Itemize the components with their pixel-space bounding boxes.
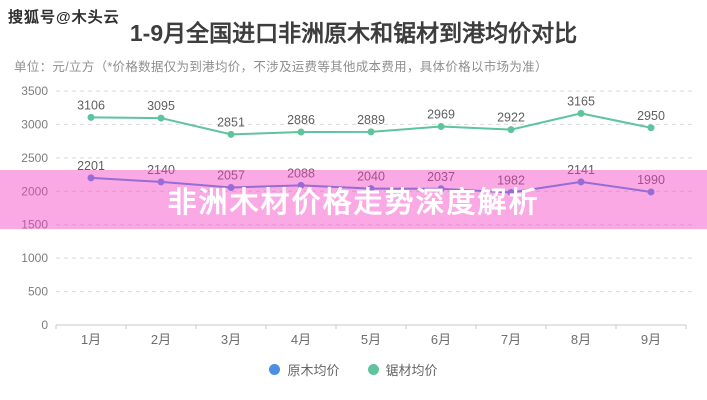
overlay-banner: 非洲木材价格走势深度解析: [0, 170, 707, 229]
data-label: 2201: [77, 159, 105, 173]
chart-canvas: 0 500 1000 1500 2000 2500 3000 3500 1月 2月 3月 4月 5月 6月…: [21, 84, 696, 347]
legend-dot-icon: [367, 364, 379, 375]
data-label: 1990: [637, 173, 665, 187]
data-point: [647, 188, 655, 196]
x-axis-label: 5月: [361, 332, 381, 347]
legend-label: 原木均价: [287, 363, 340, 378]
y-axis-label: 3000: [21, 117, 48, 131]
data-point: [157, 178, 165, 186]
x-axis-label: 6月: [431, 332, 451, 347]
legend-item-锯材均价: 锯材均价: [367, 360, 438, 379]
data-label: 2140: [147, 163, 175, 177]
y-axis-label: 500: [28, 285, 48, 299]
chart-subtitle: 单位：元/立方（*价格数据仅为到港均价，不涉及运费等其他成本费用，具体价格以市场…: [14, 60, 548, 74]
x-axis-label: 7月: [501, 332, 521, 347]
sohu-watermark: 搜狐号@木头云: [8, 9, 120, 26]
x-axis-label: 8月: [571, 332, 591, 347]
data-label: 2950: [637, 109, 665, 123]
y-axis-label: 3500: [21, 84, 48, 98]
data-label: 2969: [427, 108, 455, 122]
legend-item-原木均价: 原木均价: [269, 360, 340, 379]
data-label: 2889: [357, 113, 385, 127]
data-point: [507, 126, 515, 134]
legend-dot-icon: [269, 364, 281, 375]
data-point: [297, 128, 305, 136]
data-point: [437, 185, 445, 193]
overlay-banner-text: 非洲木材价格走势深度解析: [167, 186, 540, 219]
data-point: [367, 185, 375, 193]
chart-legend: 原木均价 锯材均价: [0, 360, 707, 379]
data-label: 2037: [427, 170, 455, 184]
chart-title: 1-9月全国进口非洲原木和锯材到港均价对比: [129, 20, 578, 46]
x-axis-label: 3月: [221, 332, 241, 347]
data-label: 1982: [497, 173, 525, 187]
data-point: [367, 128, 375, 136]
x-axis-label: 4月: [291, 332, 311, 347]
data-point: [437, 123, 445, 131]
data-point: [577, 109, 585, 117]
data-point: [227, 183, 235, 191]
y-axis-label: 1000: [21, 251, 48, 265]
y-axis-label: 1500: [21, 218, 48, 232]
y-axis-label: 2500: [21, 151, 48, 165]
data-label: 3106: [77, 98, 105, 112]
legend-label: 锯材均价: [385, 363, 438, 378]
data-label: 2851: [217, 115, 245, 129]
data-label: 2040: [357, 170, 385, 184]
data-point: [87, 113, 95, 121]
y-axis-label: 2000: [21, 184, 48, 198]
data-label: 3165: [567, 94, 595, 108]
data-label: 2088: [287, 166, 315, 180]
y-axis-label: 0: [41, 318, 48, 332]
data-point: [577, 178, 585, 186]
x-axis-label: 2月: [151, 332, 171, 347]
data-point: [227, 130, 235, 138]
data-point: [647, 124, 655, 132]
data-label: 3095: [147, 99, 175, 113]
data-point: [87, 174, 95, 182]
data-point: [507, 188, 515, 196]
data-label: 2057: [217, 168, 245, 182]
data-point: [297, 181, 305, 189]
x-axis-label: 9月: [641, 332, 661, 347]
x-axis-label: 1月: [81, 332, 101, 347]
data-label: 2922: [497, 111, 525, 125]
data-point: [157, 114, 165, 122]
data-label: 2886: [287, 113, 315, 127]
data-label: 2141: [567, 163, 595, 177]
